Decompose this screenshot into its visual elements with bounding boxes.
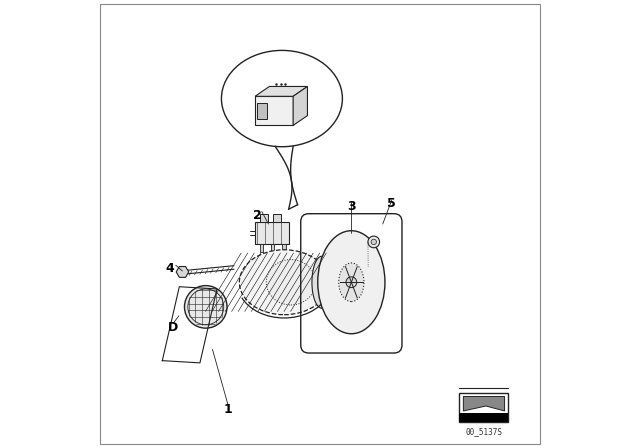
Text: 1: 1: [224, 403, 232, 417]
Text: 3: 3: [347, 199, 356, 213]
Polygon shape: [176, 267, 189, 277]
Text: 5: 5: [387, 197, 396, 211]
Text: 00_5137S: 00_5137S: [465, 427, 502, 436]
Bar: [271, 244, 275, 252]
Ellipse shape: [339, 263, 364, 302]
Ellipse shape: [312, 256, 332, 308]
Polygon shape: [463, 396, 504, 411]
Ellipse shape: [221, 51, 342, 147]
Polygon shape: [255, 96, 293, 125]
Text: 2: 2: [253, 208, 262, 222]
Bar: [257, 103, 267, 119]
Circle shape: [371, 239, 376, 245]
Ellipse shape: [184, 286, 227, 328]
Bar: [459, 413, 508, 422]
Polygon shape: [293, 86, 307, 125]
Text: D: D: [168, 320, 178, 334]
Bar: [260, 244, 263, 252]
Bar: [282, 244, 285, 252]
Ellipse shape: [317, 231, 385, 334]
Bar: [273, 214, 281, 222]
Bar: [459, 393, 508, 422]
Circle shape: [346, 277, 356, 288]
Text: 4: 4: [166, 262, 174, 276]
Ellipse shape: [239, 250, 329, 314]
Bar: [260, 214, 268, 222]
Bar: [255, 222, 289, 244]
Circle shape: [368, 236, 380, 248]
Ellipse shape: [266, 259, 316, 305]
Polygon shape: [255, 86, 307, 96]
